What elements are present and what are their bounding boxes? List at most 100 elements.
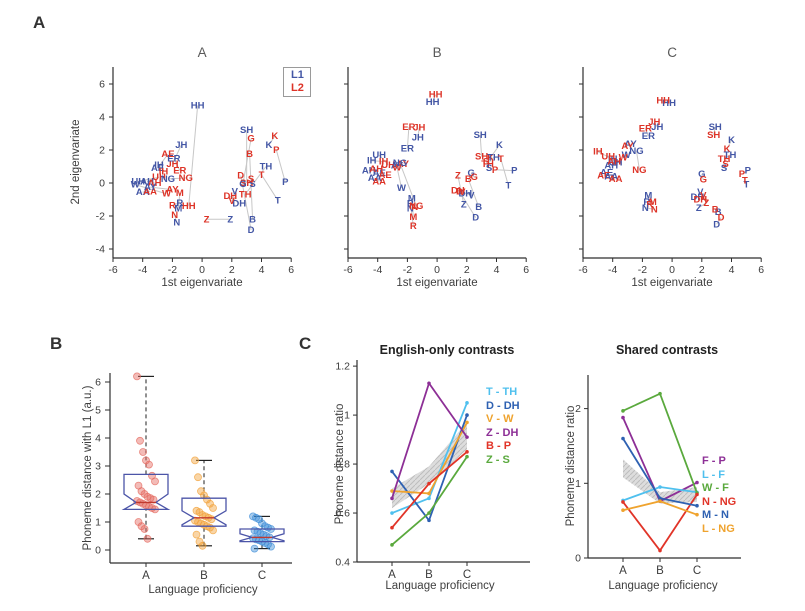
pair-connector [371, 160, 384, 163]
pair-connector [174, 215, 178, 223]
phoneme-l1-label: JH [175, 140, 187, 151]
pair-connector [167, 177, 186, 180]
pair-connector [662, 100, 670, 104]
series-marker [465, 435, 469, 439]
phoneme-l1-label: JH [412, 133, 424, 144]
legend-entry: D - DH [486, 399, 520, 412]
series-marker [465, 401, 469, 405]
phoneme-l2-label: AH [607, 157, 621, 168]
phoneme-l1-label: JH [651, 122, 663, 133]
phoneme-l2-label: AY [621, 141, 634, 152]
box-data-point [134, 518, 143, 526]
phoneme-l1-label: P [511, 166, 518, 177]
pair-connector [713, 126, 716, 136]
pair-connector [701, 173, 704, 180]
phoneme-l1-label: DH [690, 192, 704, 203]
phoneme-l2-label: T [498, 154, 504, 165]
phoneme-l2-label: R [410, 221, 417, 232]
series-marker [621, 508, 625, 512]
phoneme-l1-label: IH [154, 160, 164, 171]
phoneme-l2-label: AE [597, 171, 610, 182]
box-data-point [145, 460, 153, 469]
x-tick-label: 0 [434, 264, 440, 276]
series-marker [695, 503, 699, 508]
pair-connector [647, 195, 654, 203]
phoneme-l1-label: K [728, 135, 735, 146]
phoneme-l1-label: HH [191, 100, 205, 111]
box-data-point [137, 487, 146, 496]
phoneme-l2-label: IH [379, 157, 389, 168]
pair-connector [379, 172, 386, 176]
phoneme-l1-label: B [475, 202, 482, 213]
phoneme-l2-label: ER [402, 122, 415, 133]
box-data-point [149, 495, 158, 504]
phoneme-l2-label: P [492, 165, 499, 176]
shared-x-axis-label: Language proficiency [608, 580, 718, 592]
shared-chart-title: Shared contrasts [615, 343, 719, 357]
box-y-tick-label: 6 [95, 377, 101, 389]
series-marker [427, 511, 431, 515]
panel-b-letter: B [50, 334, 63, 353]
phoneme-l2-label: TH [481, 159, 494, 170]
box-data-point [200, 491, 208, 500]
phoneme-l1-label: NG [161, 174, 175, 185]
phoneme-l2-label: JH [648, 117, 660, 128]
phoneme-l2-label: AH [148, 178, 162, 189]
pair-connector [646, 201, 651, 205]
phoneme-l2-label: V [700, 190, 707, 201]
pair-connector [244, 166, 267, 195]
phoneme-l1-label: ER [642, 131, 655, 142]
x-tick-label: 2 [229, 264, 235, 276]
phoneme-l2-label: K [487, 152, 494, 163]
x-tick-label: -4 [138, 264, 147, 276]
phoneme-l2-label: AA [143, 186, 157, 197]
x-tick-label: -4 [608, 264, 617, 276]
series-marker [465, 420, 469, 425]
language-legend: L1 L2 [283, 67, 311, 97]
phoneme-l2-label: IH [159, 166, 169, 177]
phoneme-l1-label: ER [401, 143, 414, 154]
series-marker [658, 391, 662, 396]
box-data-point [195, 508, 204, 517]
pair-connector [188, 105, 199, 207]
series-marker [621, 500, 625, 504]
series-marker [658, 496, 662, 501]
y-tick-label: 6 [99, 79, 105, 91]
legend-entry: V - W [486, 413, 514, 425]
phoneme-l1-label: HH [426, 97, 440, 108]
phoneme-l1-label: G [698, 169, 705, 180]
phoneme-l1-label: M [408, 194, 416, 205]
phoneme-l2-label: AH [369, 164, 383, 175]
pair-connector [622, 154, 627, 158]
box-x-tick-label: B [200, 570, 208, 582]
phoneme-l2-label: AE [379, 170, 392, 181]
pair-connector [158, 164, 164, 172]
pair-connector [374, 177, 380, 182]
pair-connector [714, 209, 719, 213]
pair-connector [378, 154, 389, 166]
pair-connector [368, 168, 377, 172]
pair-connector [396, 167, 402, 189]
phoneme-l1-label: D [472, 213, 479, 224]
box-x-tick-label: A [142, 570, 150, 582]
notched-box [121, 473, 171, 511]
phoneme-l1-label: SH [474, 130, 487, 141]
phoneme-l2-label: TH [718, 154, 731, 165]
pair-connector [723, 163, 727, 169]
subplot-title: A [198, 45, 207, 60]
pair-connector [150, 186, 173, 191]
phoneme-l2-label: R [646, 199, 653, 210]
phoneme-l2-label: JH [166, 159, 178, 170]
y-tick-label: 4 [99, 112, 105, 124]
phoneme-l1-label: NG [629, 146, 643, 157]
notched-box [239, 528, 285, 543]
pair-connector [242, 138, 252, 184]
series-marker [427, 381, 431, 386]
box-data-point [139, 448, 147, 456]
box-data-point [136, 436, 144, 445]
pair-connector [138, 176, 160, 182]
phoneme-l2-label: P [273, 145, 280, 156]
phoneme-l2-label: P [739, 169, 746, 180]
box-data-point [209, 504, 217, 512]
box-data-point [143, 534, 152, 543]
